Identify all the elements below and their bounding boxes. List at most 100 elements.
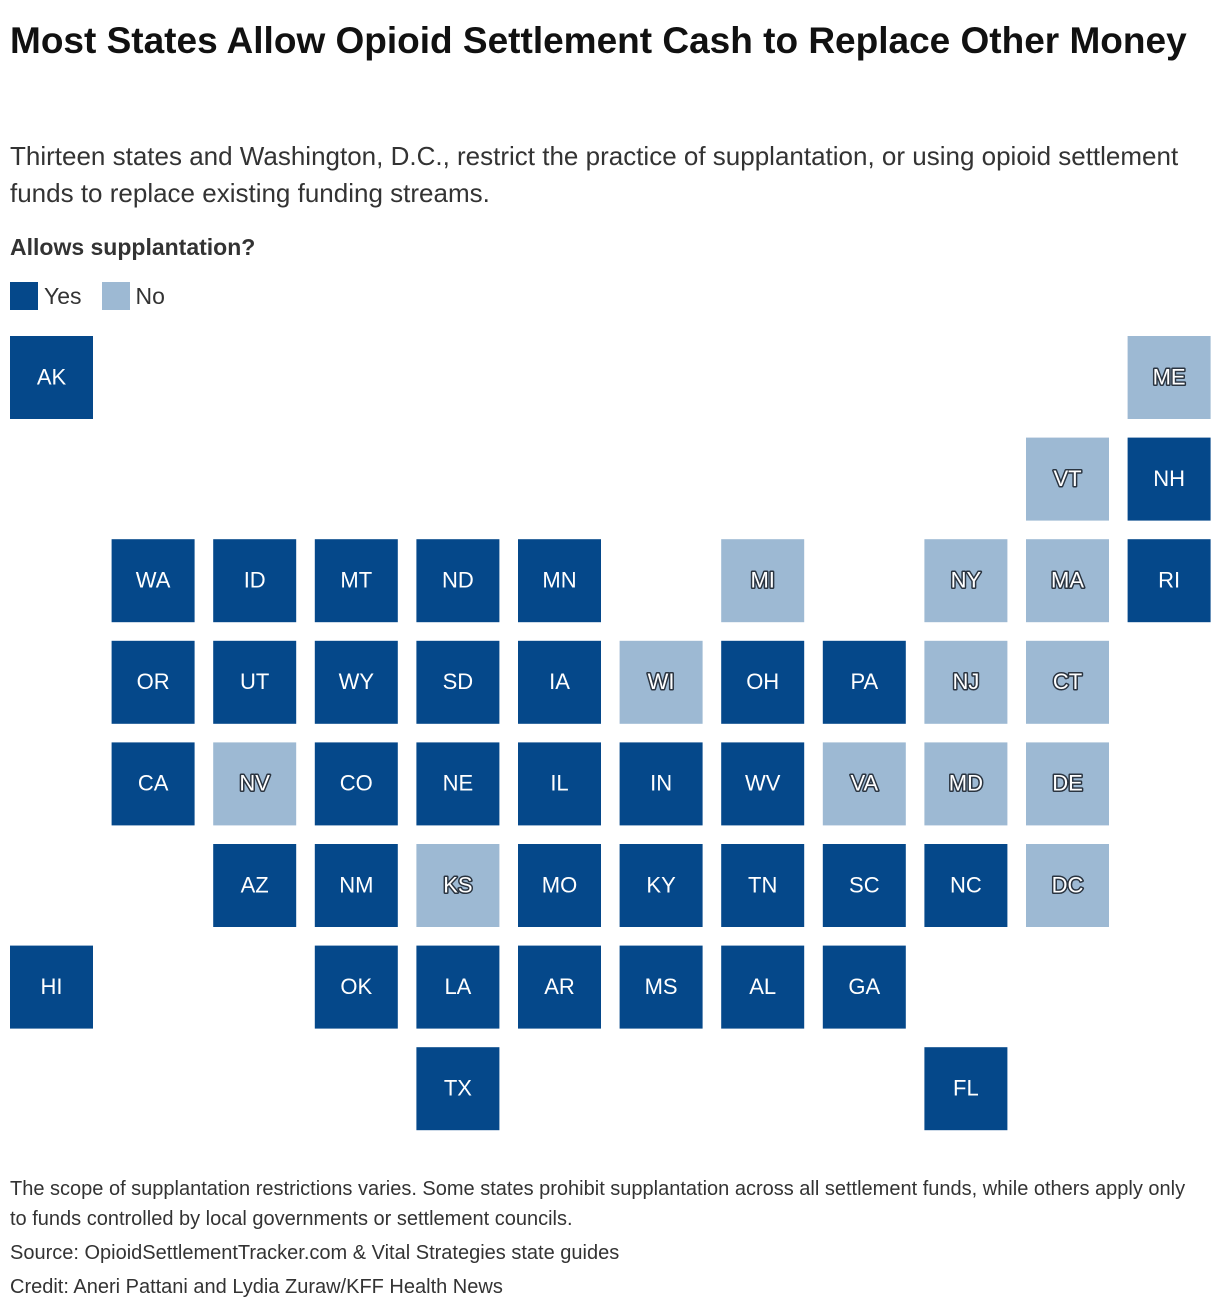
- state-tile: [111, 640, 195, 724]
- state-tile: [822, 945, 906, 1029]
- state-label: TN: [748, 872, 777, 897]
- state-label: KY: [646, 872, 676, 897]
- state-label: IL: [550, 771, 568, 796]
- state-label: WI: [648, 669, 675, 694]
- state-tile: [721, 945, 805, 1029]
- state-label: NV: [239, 771, 270, 796]
- state-tile: [1026, 844, 1109, 927]
- legend-item: Yes: [10, 282, 82, 310]
- state-label: NJ: [952, 669, 979, 694]
- state-tile: [924, 539, 1008, 623]
- state-tile: [924, 844, 1008, 927]
- state-tile: [924, 742, 1008, 826]
- state-label: GA: [848, 974, 880, 999]
- state-tile: [1026, 742, 1109, 826]
- state-label: RI: [1158, 568, 1180, 593]
- state-label: WV: [745, 771, 781, 796]
- state-tile: [314, 539, 398, 623]
- state-label: MN: [542, 568, 576, 593]
- state-tile: [213, 640, 297, 724]
- state-label: NM: [339, 872, 373, 897]
- state-label: CT: [1053, 669, 1082, 694]
- state-label: MS: [645, 974, 678, 999]
- state-tile: [213, 844, 297, 927]
- tile-map: AK ME VT NH WA ID MT ND MN MI NY MA RI OR UT WY SD IA WI OH…: [10, 336, 1211, 1131]
- state-label: HI: [41, 974, 63, 999]
- state-label: AR: [544, 974, 575, 999]
- state-label: LA: [444, 974, 471, 999]
- state-tile: [619, 640, 703, 724]
- state-tile: [619, 844, 703, 927]
- state-label: NY: [951, 568, 982, 593]
- state-label: ME: [1153, 364, 1186, 389]
- state-label: VT: [1053, 466, 1081, 491]
- state-label: NE: [443, 771, 474, 796]
- state-label: VA: [850, 771, 878, 796]
- legend-item: No: [101, 282, 165, 310]
- state-label: MT: [340, 568, 372, 593]
- legend-swatch: [10, 282, 38, 310]
- state-label: SC: [849, 872, 880, 897]
- state-label: AZ: [241, 872, 269, 897]
- state-tile: [619, 742, 703, 826]
- state-tile: [721, 640, 805, 724]
- state-tile: [518, 539, 601, 623]
- state-tile: [1127, 539, 1211, 623]
- state-tile: [10, 336, 93, 419]
- state-label: KS: [443, 872, 472, 897]
- state-label: MO: [542, 872, 577, 897]
- state-label: OR: [137, 669, 170, 694]
- state-tile: [416, 539, 500, 623]
- subtitle: Thirteen states and Washington, D.C., re…: [10, 141, 1179, 208]
- state-label: DC: [1052, 872, 1084, 897]
- legend-title: Allows supplantation?: [10, 234, 256, 260]
- state-label: ID: [244, 568, 266, 593]
- state-label: TX: [444, 1076, 472, 1101]
- state-tile: [721, 539, 805, 623]
- credit: Credit: Aneri Pattani and Lydia Zuraw/KF…: [10, 1276, 503, 1298]
- state-label: UT: [240, 669, 269, 694]
- legend-swatch: [101, 282, 130, 310]
- state-label: WA: [136, 568, 171, 593]
- legend: Yes No: [10, 282, 165, 310]
- state-tile: [314, 640, 398, 724]
- source: Source: OpioidSettlementTracker.com & Vi…: [10, 1242, 620, 1264]
- state-tile: [518, 844, 601, 927]
- state-label: MI: [750, 568, 774, 593]
- state-label: OK: [340, 974, 372, 999]
- state-tile: [416, 742, 500, 826]
- state-label: CA: [138, 771, 169, 796]
- state-tile: [10, 945, 93, 1029]
- footer: The scope of supplantation restrictions …: [10, 1174, 1200, 1302]
- state-tile: [822, 742, 906, 826]
- state-label: AL: [749, 974, 776, 999]
- state-tile: [721, 742, 805, 826]
- state-label: IA: [549, 669, 570, 694]
- state-label: CO: [340, 771, 373, 796]
- state-tile: [314, 742, 398, 826]
- state-label: MD: [949, 771, 983, 796]
- state-tile: [111, 539, 195, 623]
- note: The scope of supplantation restrictions …: [10, 1178, 1186, 1230]
- state-tile: [416, 640, 500, 724]
- legend-label: No: [135, 282, 165, 309]
- state-tile: [518, 640, 601, 724]
- state-tile: [416, 1047, 500, 1131]
- state-label: SD: [443, 669, 474, 694]
- state-label: MA: [1051, 568, 1084, 593]
- state-tile: [416, 844, 500, 927]
- state-tile: [314, 945, 398, 1029]
- state-tile: [1127, 437, 1211, 521]
- state-label: DE: [1052, 771, 1083, 796]
- title: Most States Allow Opioid Settlement Cash…: [10, 20, 1187, 61]
- state-label: NH: [1153, 466, 1185, 491]
- state-tile: [924, 640, 1008, 724]
- state-label: OH: [746, 669, 779, 694]
- state-tile: [111, 742, 195, 826]
- state-tile: [924, 1047, 1008, 1131]
- state-label: FL: [953, 1076, 979, 1101]
- state-label: ND: [442, 568, 474, 593]
- state-tile: [518, 945, 601, 1029]
- state-tile: [619, 945, 703, 1029]
